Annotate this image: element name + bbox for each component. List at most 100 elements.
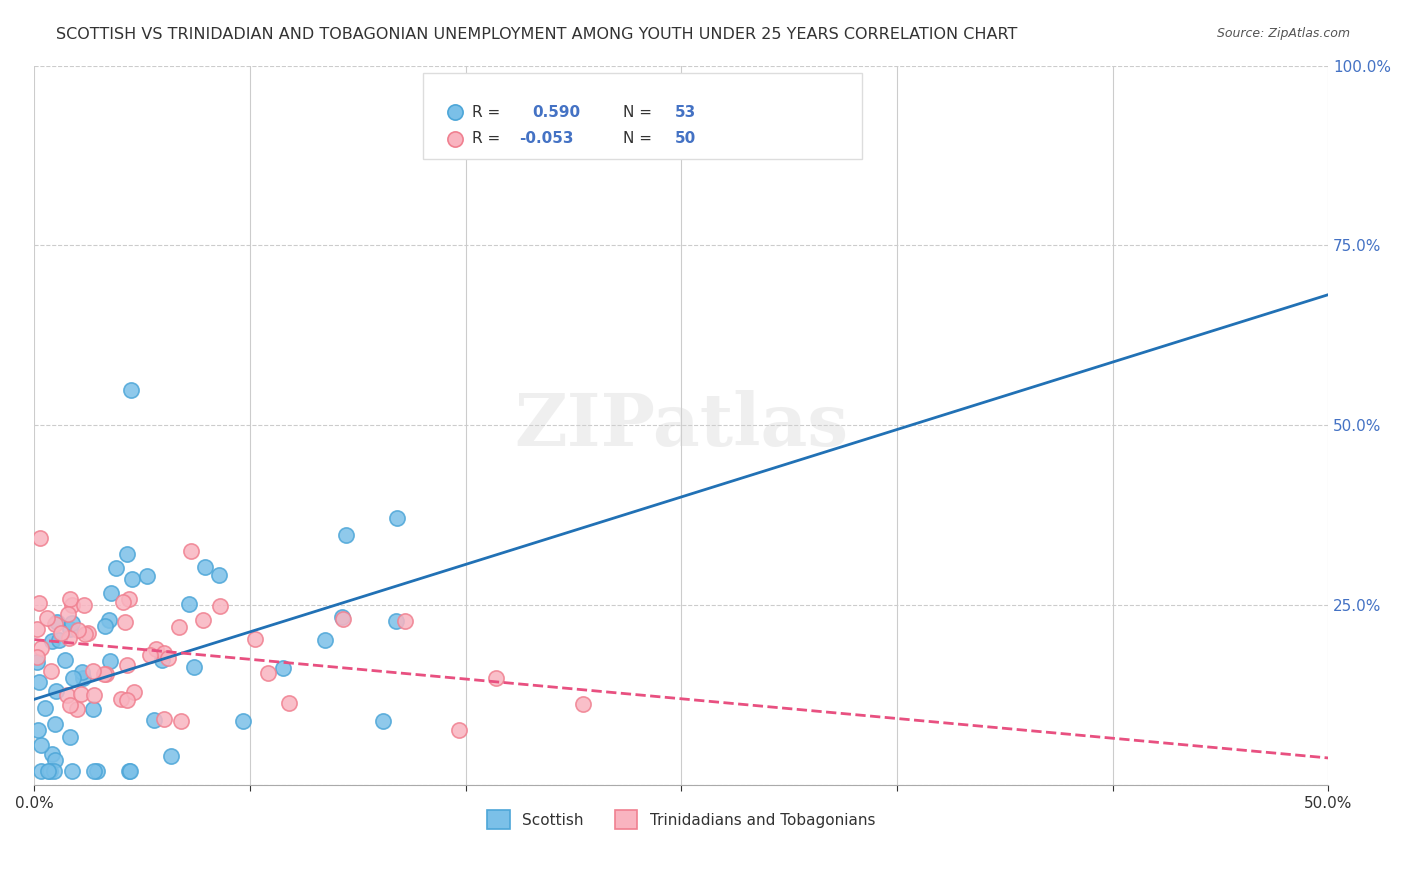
Scottish [232,714,254,728]
Trinidadians and Tobagonians [93,667,115,681]
Trinidadians and Tobagonians [73,598,96,612]
Trinidadians and Tobagonians [115,658,138,673]
Scottish [44,717,66,731]
Scottish [177,598,200,612]
Trinidadians and Tobagonians [66,624,89,638]
Text: R =: R = [471,105,509,120]
Scottish [59,730,82,744]
Scottish [373,714,395,728]
Trinidadians and Tobagonians [56,607,79,622]
Trinidadians and Tobagonians [180,543,202,558]
Trinidadians and Tobagonians [114,615,136,629]
Scottish [41,747,63,761]
Scottish [62,671,84,685]
Trinidadians and Tobagonians [115,693,138,707]
Trinidadians and Tobagonians [122,685,145,699]
Scottish [121,572,143,586]
Trinidadians and Tobagonians [167,619,190,633]
Trinidadians and Tobagonians [112,595,135,609]
Trinidadians and Tobagonians [28,596,51,610]
Scottish [330,610,353,624]
Trinidadians and Tobagonians [145,642,167,657]
Scottish [25,655,48,669]
Point [865,132,887,146]
Text: N =: N = [623,105,657,120]
Scottish [120,383,142,397]
Trinidadians and Tobagonians [256,665,278,680]
Scottish [208,568,231,582]
Trinidadians and Tobagonians [76,626,98,640]
Text: ZIPatlas: ZIPatlas [515,390,848,461]
Scottish [117,547,139,561]
Text: 50: 50 [675,131,696,146]
Trinidadians and Tobagonians [83,688,105,702]
Text: R =: R = [471,131,505,146]
Scottish [94,618,117,632]
Scottish [194,560,217,574]
Trinidadians and Tobagonians [170,714,193,728]
Scottish [42,764,65,778]
Trinidadians and Tobagonians [25,622,48,636]
Scottish [27,723,49,738]
Trinidadians and Tobagonians [69,687,91,701]
Trinidadians and Tobagonians [49,626,72,640]
FancyBboxPatch shape [423,73,862,159]
Scottish [105,561,128,575]
Scottish [98,613,121,627]
Trinidadians and Tobagonians [56,688,79,702]
Trinidadians and Tobagonians [153,712,176,726]
Trinidadians and Tobagonians [28,531,51,545]
Scottish [72,671,94,685]
Text: SCOTTISH VS TRINIDADIAN AND TOBAGONIAN UNEMPLOYMENT AMONG YOUTH UNDER 25 YEARS C: SCOTTISH VS TRINIDADIAN AND TOBAGONIAN U… [56,27,1018,42]
Trinidadians and Tobagonians [30,641,52,656]
Trinidadians and Tobagonians [96,666,118,681]
Trinidadians and Tobagonians [153,646,176,660]
Trinidadians and Tobagonians [447,723,470,738]
Trinidadians and Tobagonians [139,648,162,662]
Text: 0.590: 0.590 [533,105,581,120]
Trinidadians and Tobagonians [572,697,595,711]
Trinidadians and Tobagonians [243,632,266,646]
Scottish [34,701,56,715]
Scottish [118,764,141,778]
Scottish [385,510,408,524]
Trinidadians and Tobagonians [394,615,416,629]
Text: Source: ZipAtlas.com: Source: ZipAtlas.com [1216,27,1350,40]
Trinidadians and Tobagonians [110,692,132,706]
Scottish [30,764,52,778]
Scottish [28,675,51,690]
Scottish [44,684,66,698]
Scottish [86,764,108,778]
Scottish [135,569,157,583]
Trinidadians and Tobagonians [58,632,80,646]
Legend: Scottish, Trinidadians and Tobagonians: Scottish, Trinidadians and Tobagonians [481,805,882,835]
Scottish [70,665,93,679]
Trinidadians and Tobagonians [191,613,214,627]
Trinidadians and Tobagonians [157,650,180,665]
Trinidadians and Tobagonians [59,592,82,607]
Trinidadians and Tobagonians [59,698,82,713]
Scottish [41,633,63,648]
Trinidadians and Tobagonians [25,650,48,665]
Trinidadians and Tobagonians [44,617,66,632]
Scottish [44,753,66,767]
Scottish [183,660,205,674]
Scottish [60,764,83,778]
Point [865,105,887,120]
Trinidadians and Tobagonians [278,696,301,710]
Scottish [60,615,83,630]
Scottish [59,623,82,637]
Scottish [385,614,408,628]
Trinidadians and Tobagonians [208,599,231,614]
Trinidadians and Tobagonians [66,702,89,716]
Trinidadians and Tobagonians [73,627,96,641]
Scottish [83,764,105,778]
Scottish [100,586,122,600]
Scottish [39,764,62,778]
Trinidadians and Tobagonians [485,671,508,685]
Scottish [37,764,59,778]
Scottish [30,739,52,753]
Trinidadians and Tobagonians [39,665,62,679]
Text: 53: 53 [675,105,696,120]
Scottish [142,713,165,727]
